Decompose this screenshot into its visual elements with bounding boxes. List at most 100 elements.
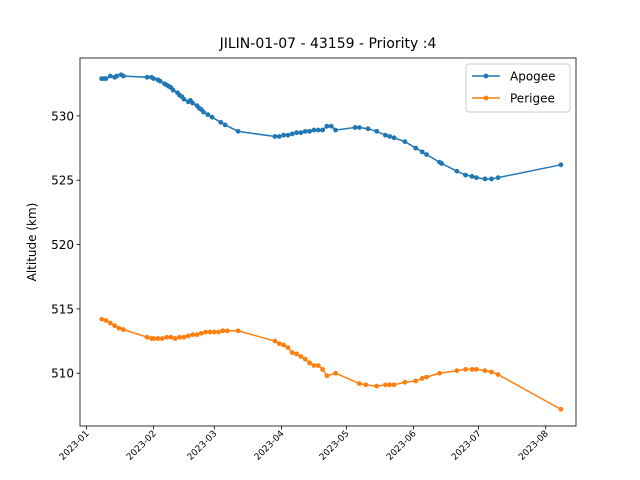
data-point [151,76,157,81]
data-point [218,119,224,125]
y-tick-label: 530 [51,109,74,123]
data-point [402,379,408,385]
data-point [333,370,338,376]
data-point [289,131,295,137]
data-point [424,152,429,157]
plot-frame [79,57,577,427]
data-point [222,122,228,128]
data-point [198,330,204,336]
data-point [298,354,304,359]
data-point [482,176,488,182]
legend-marker [483,73,489,79]
data-point [172,336,178,341]
data-point [424,374,429,380]
data-point [489,369,494,375]
data-point [363,382,369,388]
y-tick-label: 520 [51,238,74,252]
data-point [469,366,475,372]
data-point [294,351,299,357]
data-point [302,128,308,134]
data-point [413,145,419,151]
data-point [311,127,317,133]
data-point [112,323,118,329]
data-point [324,373,330,379]
data-point [328,123,334,129]
data-point [298,130,304,136]
data-point [454,368,460,374]
data-point [413,378,419,384]
legend-label: Apogee [510,70,556,84]
data-point [194,332,200,338]
data-point [383,382,388,388]
data-point [285,132,291,138]
data-point [190,100,196,106]
data-point [387,382,393,388]
data-point [120,327,126,332]
data-point [357,125,362,130]
data-point [419,375,425,381]
data-point [495,175,501,181]
data-point [205,112,211,118]
data-point [311,363,317,368]
data-point [235,328,241,334]
data-point [439,161,445,166]
data-point [315,127,321,133]
data-point [365,126,371,132]
data-point [473,175,479,181]
data-point [289,350,295,356]
series-1 [99,316,564,412]
data-point [402,139,408,145]
data-point [419,149,425,155]
data-point [157,78,163,84]
data-point [201,109,206,115]
data-point [302,356,308,362]
data-point [224,328,230,334]
data-point [357,381,362,386]
data-point [324,123,330,129]
data-point [383,132,388,138]
data-point [151,336,157,341]
data-point [387,134,393,139]
data-point [103,318,109,323]
legend: Apogee Perigee [465,63,571,113]
series-0 [99,72,564,182]
data-point [391,135,397,141]
data-point [320,366,325,372]
data-point [155,336,161,341]
data-point [463,172,468,178]
legend-marker [483,95,489,101]
data-point [558,406,564,412]
data-point [207,329,213,335]
data-point [107,73,113,79]
data-point [120,73,126,79]
data-point [211,329,217,335]
data-point [276,341,282,347]
data-point [469,173,475,179]
data-point [159,336,165,341]
data-point [281,342,286,348]
data-point [285,345,291,350]
data-point [374,383,380,389]
data-point [190,332,196,338]
data-point [168,334,174,340]
data-point [216,329,222,335]
data-point [333,127,338,133]
data-point [203,329,209,335]
data-point [144,334,150,340]
data-point [307,128,312,134]
data-point [181,96,187,102]
chart-title: JILIN-01-07 - 43159 - Priority :4 [219,36,437,52]
y-tick-label: 510 [51,367,74,381]
data-point [307,360,312,366]
data-point [220,328,226,334]
data-point [391,382,397,388]
data-point [103,76,109,81]
data-point [164,334,170,340]
data-point [495,372,501,377]
data-point [144,74,150,80]
data-point [315,363,321,368]
data-point [276,134,282,139]
y-tick-label: 525 [51,174,74,188]
data-point [454,168,460,174]
